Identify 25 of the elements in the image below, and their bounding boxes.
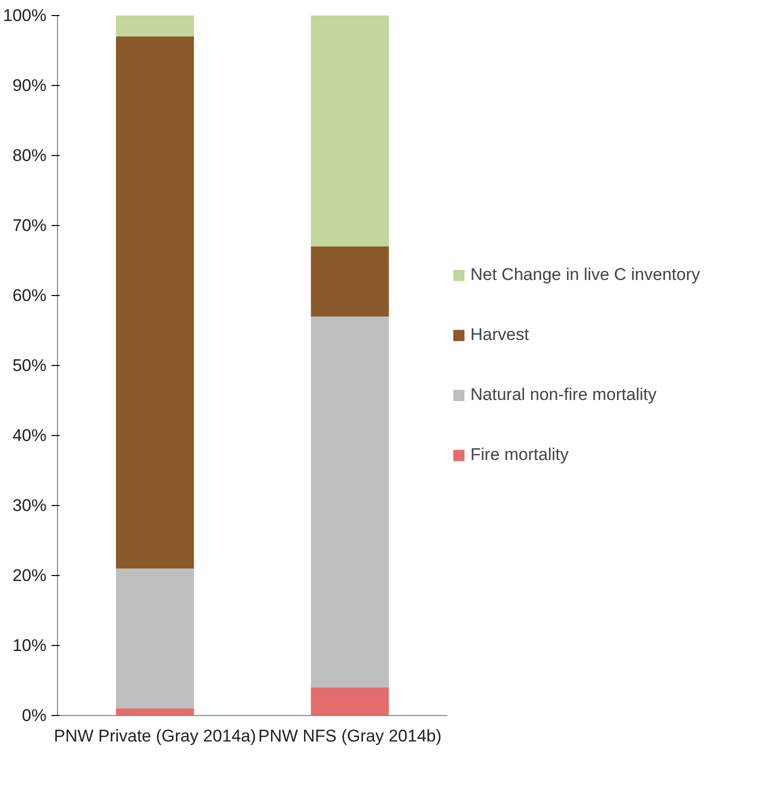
y-tick-label: 30% [12, 496, 47, 515]
y-tick-label: 20% [12, 566, 47, 585]
y-tick-label: 40% [12, 426, 47, 445]
bar [116, 16, 194, 36]
bar [310, 688, 389, 716]
legend-label: Natural non-fire mortality [470, 385, 656, 405]
y-tick-label: 70% [12, 216, 47, 235]
legend-label: Net Change in live C inventory [470, 265, 700, 285]
y-tick-label: 100% [3, 6, 47, 25]
legend-label: Fire mortality [470, 445, 569, 465]
bar [116, 568, 194, 708]
bar [310, 246, 389, 316]
y-tick-label: 60% [12, 286, 47, 305]
bar [310, 316, 389, 688]
bar [116, 708, 194, 716]
x-tick-label: PNW Private (Gray 2014a) [54, 726, 256, 746]
x-tick-label: PNW NFS (Gray 2014b) [258, 726, 442, 746]
bar [310, 16, 389, 246]
y-tick-label: 0% [22, 706, 47, 725]
bar [116, 36, 194, 568]
y-tick-label: 80% [12, 146, 47, 165]
y-tick-label: 90% [12, 76, 47, 95]
y-tick-label: 50% [12, 356, 47, 375]
y-tick-label: 10% [12, 636, 47, 655]
legend-label: Harvest [470, 325, 529, 345]
